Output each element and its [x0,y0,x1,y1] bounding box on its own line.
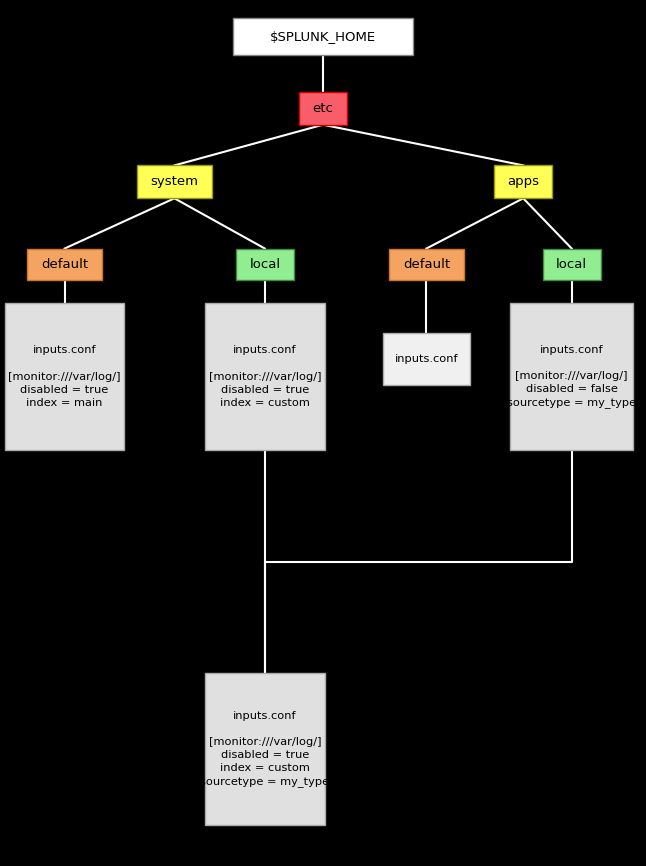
Text: etc: etc [313,101,333,115]
Text: $SPLUNK_HOME: $SPLUNK_HOME [270,29,376,43]
FancyBboxPatch shape [5,303,124,450]
Text: inputs.conf: inputs.conf [395,354,458,365]
Text: inputs.conf

[monitor:///var/log/]
disabled = true
index = custom: inputs.conf [monitor:///var/log/] disabl… [209,346,321,408]
FancyBboxPatch shape [299,92,348,125]
Text: inputs.conf

[monitor:///var/log/]
disabled = true
index = main: inputs.conf [monitor:///var/log/] disabl… [8,346,121,408]
Text: local: local [249,257,280,271]
Text: inputs.conf

[monitor:///var/log/]
disabled = false
sourcetype = my_type: inputs.conf [monitor:///var/log/] disabl… [507,345,636,409]
FancyBboxPatch shape [510,303,633,450]
FancyBboxPatch shape [205,303,324,450]
Text: system: system [151,175,198,189]
FancyBboxPatch shape [233,18,413,55]
Text: local: local [556,257,587,271]
FancyBboxPatch shape [382,333,470,385]
FancyBboxPatch shape [138,165,212,198]
FancyBboxPatch shape [236,249,294,280]
Text: default: default [403,257,450,271]
FancyBboxPatch shape [27,249,102,280]
Text: inputs.conf

[monitor:///var/log/]
disabled = true
index = custom
sourcetype = m: inputs.conf [monitor:///var/log/] disabl… [200,711,329,787]
FancyBboxPatch shape [389,249,464,280]
FancyBboxPatch shape [494,165,552,198]
Text: apps: apps [507,175,539,189]
FancyBboxPatch shape [205,674,324,824]
Text: default: default [41,257,88,271]
FancyBboxPatch shape [543,249,601,280]
